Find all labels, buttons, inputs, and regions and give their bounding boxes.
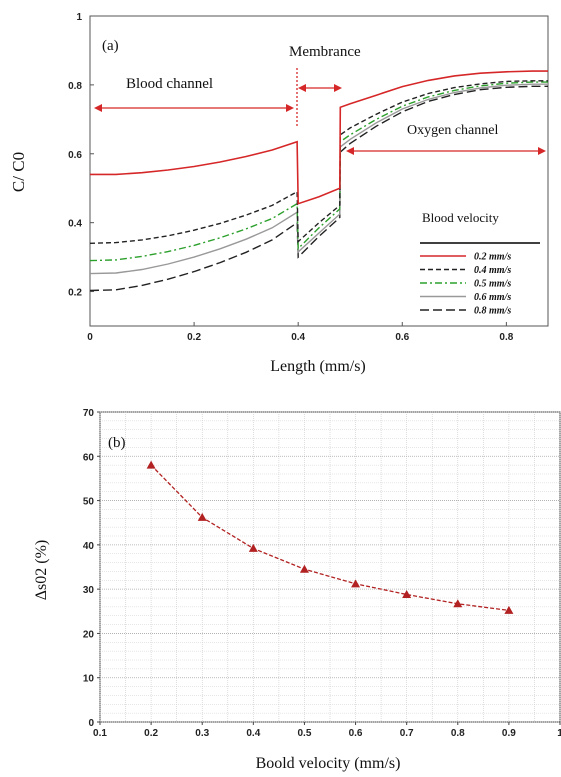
y-tick-label-a: 0.2 xyxy=(68,288,82,299)
panel-a-frame xyxy=(89,15,549,327)
y-tick-label-a: 0.6 xyxy=(68,150,82,161)
x-axis-label-a: Length (mm/s) xyxy=(270,358,366,375)
y-tick-label-a: 1 xyxy=(76,12,82,23)
data-point-marker xyxy=(299,564,309,573)
y-tick-label-b: 70 xyxy=(83,408,95,419)
legend-label: 0.4 mm/s xyxy=(474,265,511,276)
x-tick-label-b: 0.7 xyxy=(400,728,414,739)
series-line-0-8-mm-s xyxy=(89,85,548,292)
data-point-marker xyxy=(248,543,258,552)
data-point-marker xyxy=(453,599,463,608)
x-tick-label-b: 0.9 xyxy=(502,728,516,739)
y-tick-label-b: 40 xyxy=(83,541,95,552)
panel-b-label: (b) xyxy=(108,435,126,451)
x-tick-label-b: 0.2 xyxy=(144,728,158,739)
y-tick-label-b: 30 xyxy=(83,585,95,596)
x-tick-label-b: 0.8 xyxy=(451,728,465,739)
y-tick-label-a: 0.4 xyxy=(68,219,82,230)
legend-label: 0.5 mm/s xyxy=(474,279,511,290)
panel-a: 0 0.2 0.4 0.6 0.8 1 0.8 0.6 0.4 0.2 (a) Length (m… xyxy=(9,12,549,375)
x-tick-label-b: 0.4 xyxy=(246,728,260,739)
x-tick-label-a: 0.8 xyxy=(499,332,513,343)
panel-a-label: (a) xyxy=(102,38,119,54)
series-line-0-2-mm-s xyxy=(90,70,548,205)
y-axis-label-a: C/ C0 xyxy=(9,152,28,192)
y-tick-label-b: 0 xyxy=(88,718,94,729)
legend-title: Blood velocity xyxy=(422,210,499,225)
data-point-marker xyxy=(197,512,207,521)
legend-label: 0.2 mm/s xyxy=(474,252,511,263)
y-tick-label-a: 0.8 xyxy=(68,81,82,92)
data-point-marker xyxy=(146,460,156,469)
x-tick-label-a: 0.2 xyxy=(187,332,201,343)
y-axis-label-b: Δs02 (%) xyxy=(33,540,50,601)
x-tick-label-a: 0.4 xyxy=(291,332,305,343)
y-tick-label-b: 60 xyxy=(83,452,95,463)
series-line-0-4-mm-s xyxy=(89,80,548,244)
x-tick-label-b: 0.6 xyxy=(349,728,363,739)
data-point-marker xyxy=(504,605,514,614)
y-tick-label-b: 10 xyxy=(83,674,95,685)
data-point-marker xyxy=(402,589,412,598)
annotation-blood-channel: Blood channel xyxy=(126,76,213,92)
series-line-0-5-mm-s xyxy=(89,81,548,262)
annotation-arrows xyxy=(94,68,546,155)
series-line-delta-so2 xyxy=(150,464,509,612)
x-axis-label-b: Boold velocity (mm/s) xyxy=(256,755,401,772)
x-tick-label-b: 0.5 xyxy=(297,728,311,739)
panel-b: 0.1 0.2 0.3 0.4 0.5 0.6 0.7 0.8 0.9 1010203040506… xyxy=(33,408,561,772)
series-line-0-6-mm-s xyxy=(89,83,548,275)
y-tick-label-b: 50 xyxy=(83,497,95,508)
legend-label: 0.6 mm/s xyxy=(474,292,511,303)
legend-label: 0.8 mm/s xyxy=(474,306,511,317)
annotation-membrane: Membrance xyxy=(289,44,361,60)
annotation-oxygen-channel: Oxygen channel xyxy=(407,123,498,138)
legend-a: Blood velocity 0.2 mm/s 0.4 mm/s 0.5 mm/s 0… xyxy=(420,210,540,317)
x-tick-label-a: 0 xyxy=(87,332,93,343)
y-tick-label-b: 20 xyxy=(83,629,95,640)
x-tick-label-b: 0.3 xyxy=(195,728,209,739)
x-tick-label-a: 0.6 xyxy=(395,332,409,343)
data-point-marker xyxy=(351,579,361,588)
x-tick-label-b: 0.1 xyxy=(93,728,107,739)
x-tick-label-b: 1 xyxy=(557,728,561,739)
